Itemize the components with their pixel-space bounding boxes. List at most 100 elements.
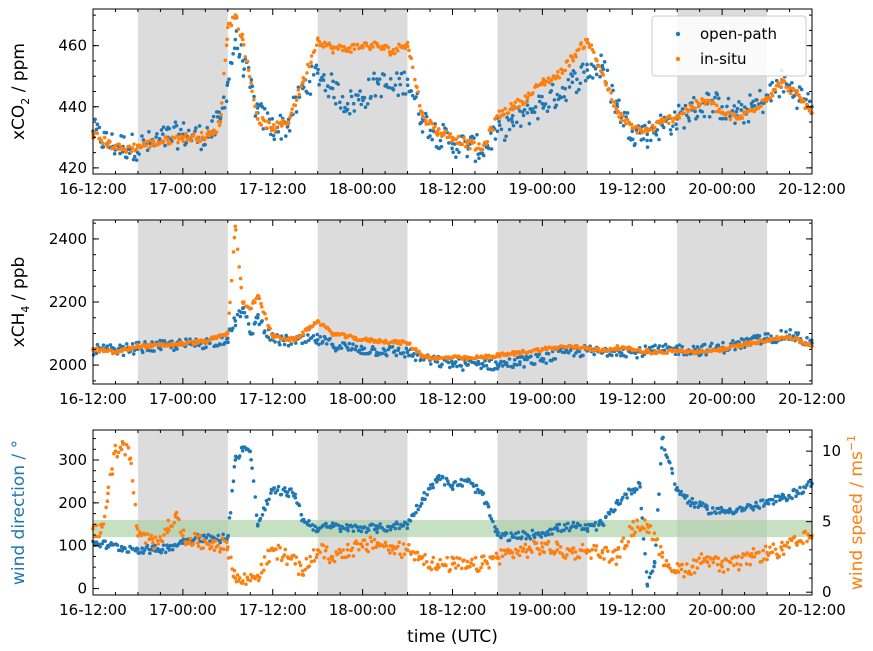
co2-open-path-point — [585, 63, 589, 67]
wind-wind-direction-point — [690, 497, 694, 501]
co2-in-situ-point — [247, 68, 251, 72]
wind-wind-speed-point — [448, 568, 452, 572]
co2-in-situ-point — [552, 74, 556, 78]
wind-wind-speed-point — [132, 491, 136, 495]
wind-wind-speed-point — [697, 556, 701, 560]
wind-wind-direction-point — [709, 511, 713, 515]
ch4-open-path-point — [664, 343, 668, 347]
wind-wind-speed-point — [416, 551, 420, 555]
wind-wind-direction-point — [482, 491, 486, 495]
co2-open-path-point — [324, 89, 328, 93]
wind-wind-speed-point — [214, 539, 218, 543]
co2-open-path-point — [331, 79, 335, 83]
co2-in-situ-point — [437, 127, 441, 131]
wind-wind-speed-point — [154, 535, 158, 539]
co2-in-situ-point — [305, 71, 309, 75]
co2-open-path-point — [562, 95, 566, 99]
wind-wind-direction-point — [643, 552, 647, 556]
wind-wind-speed-point — [782, 553, 786, 557]
co2-in-situ-point — [550, 78, 554, 82]
co2-in-situ-point — [693, 107, 697, 111]
wind-wind-speed-point — [198, 534, 202, 538]
ch4-in-situ-point — [270, 333, 274, 337]
co2-in-situ-point — [225, 37, 229, 41]
wind-wind-speed-point — [487, 566, 491, 570]
co2-in-situ-point — [603, 80, 607, 84]
co2-open-path-point — [396, 94, 400, 98]
ch4-open-path-point — [312, 334, 316, 338]
wind-wind-direction-point — [269, 491, 273, 495]
co2-open-path-point — [546, 109, 550, 113]
co2-in-situ-point — [169, 141, 173, 145]
co2-open-path-point — [168, 127, 172, 131]
co2-in-situ-point — [495, 114, 499, 118]
co2-open-path-point — [606, 68, 610, 72]
ch4-open-path-point — [779, 329, 783, 333]
wind-wind-speed-point — [357, 548, 361, 552]
wind-wind-speed-point — [606, 549, 610, 553]
ch4-open-path-point — [351, 342, 355, 346]
wind-wind-direction-point — [232, 479, 236, 483]
wind-wind-speed-point — [780, 541, 784, 545]
co2-in-situ-point — [462, 136, 466, 140]
wind-wind-direction-point — [428, 487, 432, 491]
ch4-open-path-point — [225, 337, 229, 341]
co2-in-situ-point — [297, 88, 301, 92]
co2-in-situ-point — [771, 94, 775, 98]
ch4-in-situ-point — [265, 317, 269, 321]
wind-wind-direction-point — [313, 525, 317, 529]
co2-open-path-point — [179, 128, 183, 132]
ch4-open-path-point — [477, 362, 481, 366]
wind-wind-direction-point — [267, 497, 271, 501]
wind-wind-speed-point — [97, 535, 101, 539]
wind-wind-speed-point — [559, 545, 563, 549]
wind-wind-speed-point — [194, 532, 198, 536]
wind-wind-direction-point — [261, 513, 265, 517]
co2-open-path-point — [102, 145, 106, 149]
wind-wind-direction-point — [533, 535, 537, 539]
wind-wind-direction-point — [135, 547, 139, 551]
wind-wind-speed-point — [680, 563, 684, 567]
co2-open-path-point — [482, 154, 486, 158]
wind-wind-speed-point — [540, 541, 544, 545]
wind-wind-direction-point — [431, 486, 435, 490]
co2-open-path-point — [579, 81, 583, 85]
co2-in-situ-point — [577, 47, 581, 51]
wind-wind-direction-point — [437, 474, 441, 478]
co2-open-path-point — [721, 117, 725, 121]
co2-open-path-point — [182, 121, 186, 125]
co2-open-path-point — [242, 67, 246, 71]
co2-in-situ-point — [517, 105, 521, 109]
wind-wind-speed-point — [615, 562, 619, 566]
co2-in-situ-point — [796, 89, 800, 93]
co2-open-path-point — [429, 129, 433, 133]
co2-open-path-point — [309, 92, 313, 96]
co2-in-situ-point — [241, 33, 245, 37]
co2-open-path-point — [212, 115, 216, 119]
co2-open-path-point — [414, 95, 418, 99]
wind-wind-direction-point — [565, 526, 569, 530]
wind-wind-speed-point — [722, 570, 726, 574]
co2-in-situ-point — [294, 104, 298, 108]
co2-in-situ-point — [497, 109, 501, 113]
wind-wind-speed-point — [574, 550, 578, 554]
wind-xtick-label-1: 17-00:00 — [149, 601, 217, 619]
wind-wind-direction-point — [475, 484, 479, 488]
ch4-open-path-point — [385, 354, 389, 358]
wind-wind-speed-point — [229, 556, 233, 560]
wind-wind-direction-point — [584, 523, 588, 527]
co2-in-situ-point — [103, 136, 107, 140]
ch4-in-situ-point — [253, 300, 257, 304]
wind-wind-direction-point — [311, 528, 315, 532]
wind-wind-speed-point — [726, 568, 730, 572]
co2-open-path-point — [735, 110, 739, 114]
wind-wind-direction-point — [656, 508, 660, 512]
co2-open-path-point — [404, 92, 408, 96]
co2-in-situ-point — [315, 43, 319, 47]
wind-ytick-label-1: 100 — [58, 537, 87, 555]
wind-wind-speed-point — [151, 541, 155, 545]
co2-open-path-point — [389, 77, 393, 81]
wind-wind-speed-point — [110, 467, 114, 471]
wind-wind-speed-point — [275, 557, 279, 561]
wind-wind-speed-point — [387, 548, 391, 552]
